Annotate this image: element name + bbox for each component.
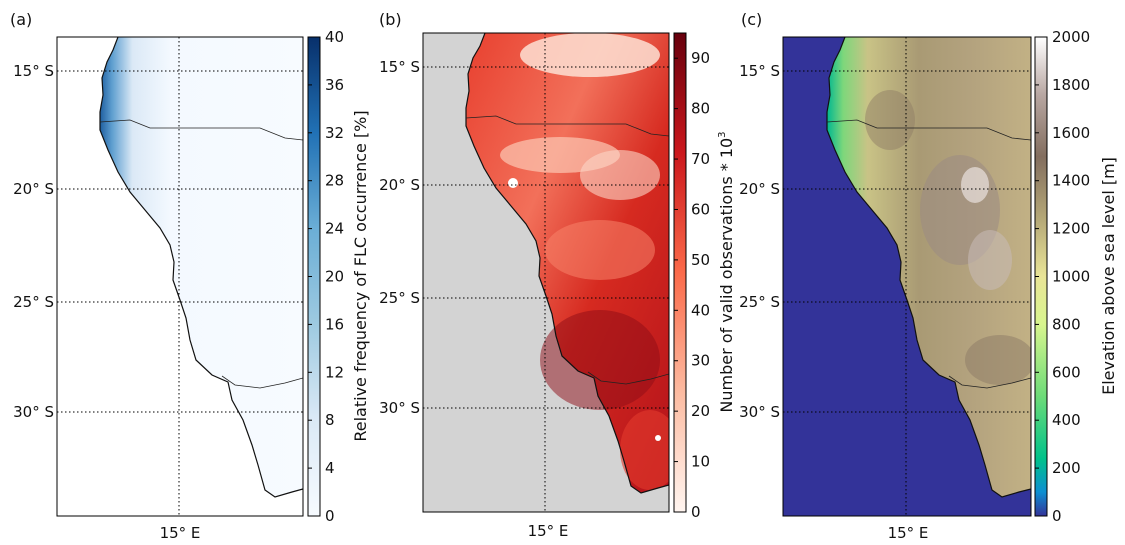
lat-label: 30° S [739,403,780,421]
colorbar-tick-label: 0 [325,507,335,525]
lat-label: 25° S [739,293,780,311]
colorbar-tick-label: 24 [325,220,344,238]
panel-label-b: (b) [379,10,402,29]
colorbar-label-b-main: Number of valid observations * 10 [717,138,736,413]
map-frame-c [782,36,1032,517]
map-b [423,33,669,512]
lat-label: 20° S [13,180,54,198]
lat-label: 20° S [379,176,420,194]
colorbar-tick-label: 20 [691,402,710,420]
colorbar-tick-label: 80 [691,100,710,118]
texture-c [865,90,1031,385]
map-c [783,37,1031,516]
colorbar-tick-label: 400 [1052,411,1081,429]
colorbar-tick-label: 200 [1052,459,1081,477]
lat-labels-c: 15° S 20° S 25° S 30° S [739,62,780,421]
lat-label: 25° S [379,289,420,307]
lat-label: 20° S [739,180,780,198]
lat-label: 30° S [379,399,420,417]
colorbar-tick-label: 4 [325,459,335,477]
colorbar-tick-label: 40 [691,301,710,319]
colorbar-tick-label: 12 [325,363,344,381]
texture-b [500,33,669,490]
colorbar-tick-label: 28 [325,172,344,190]
lon-label-c: 15° E [888,524,929,542]
coastline-b [465,33,669,494]
border-namibia-southafrica-b [587,371,669,385]
colorbar-ticks-a: 0 4 8 12 16 20 24 28 32 36 40 [308,28,344,525]
colorbar-tick-label: 10 [691,453,710,471]
colorbar-tick-label: 60 [691,200,710,218]
map-a [57,37,303,516]
panel-c: (c) 15° S 20° S [739,10,1118,542]
border-namibia-southafrica-c [948,375,1031,389]
border-namibia-southafrica-a [221,375,303,389]
lat-label: 15° S [379,58,420,76]
land-a [100,37,303,497]
colorbar-label-b-superscript: 3 [717,131,728,137]
colorbar-tick-label: 16 [325,315,344,333]
colorbar-tick-label: 30 [691,352,710,370]
graticule-a [57,37,303,516]
colorbar-tick-label: 70 [691,150,710,168]
colorbar-tick-label: 1400 [1052,172,1090,190]
colorbar-tick-label: 2000 [1052,28,1090,46]
panel-a: (a) 15° S 20° S 25° S 30° S 15° E 0 4 8 12 [10,10,370,542]
map-frame-a [56,36,304,517]
colorbar-tick-label: 40 [325,28,344,46]
land-c [827,37,1031,497]
colorbar-tick-label: 50 [691,251,710,269]
graticule-b [423,33,669,512]
colorbar-b [673,32,687,513]
panel-b: (b) [379,10,736,540]
lat-label: 15° S [13,62,54,80]
lat-label: 15° S [739,62,780,80]
colorbar-tick-label: 800 [1052,315,1081,333]
colorbar-tick-label: 1000 [1052,268,1090,286]
colorbar-tick-label: 8 [325,411,335,429]
colorbar-ticks-c: 0 200 400 600 800 1000 1200 1400 1600 1800 2000 [1035,28,1090,525]
lat-labels-b: 15° S 20° S 25° S 30° S [379,58,420,417]
colorbar-label-a: Relative frequency of FLC occurrence [%] [351,110,370,441]
coastline-c [826,37,1031,498]
map-frame-b [422,32,670,513]
colorbar-ticks-b: 0 10 20 30 40 50 60 70 80 90 [674,49,710,521]
lon-label-b: 15° E [528,522,569,540]
border-angola-namibia-a [99,119,303,141]
panel-label-c: (c) [741,10,762,29]
colorbar-label-b: Number of valid observations * 103 [717,131,736,412]
lat-label: 25° S [13,293,54,311]
border-angola-namibia-b [465,115,669,137]
panel-label-a: (a) [10,10,32,29]
colorbar-tick-label: 32 [325,124,344,142]
lat-label: 30° S [13,403,54,421]
lat-labels-a: 15° S 20° S 25° S 30° S [13,62,54,421]
colorbar-tick-label: 0 [1052,507,1062,525]
coastline-a [99,37,303,498]
colorbar-label-c: Elevation above sea level [m] [1099,157,1118,395]
lon-label-a: 15° E [160,524,201,542]
colorbar-tick-label: 1600 [1052,124,1090,142]
border-angola-namibia-c [826,119,1031,141]
colorbar-tick-label: 1800 [1052,76,1090,94]
colorbar-tick-label: 20 [325,268,344,286]
colorbar-tick-label: 36 [325,76,344,94]
graticule-c [783,37,1031,516]
colorbar-tick-label: 600 [1052,363,1081,381]
colorbar-tick-label: 1200 [1052,220,1090,238]
colorbar-tick-label: 0 [691,503,701,521]
colorbar-tick-label: 90 [691,49,710,67]
